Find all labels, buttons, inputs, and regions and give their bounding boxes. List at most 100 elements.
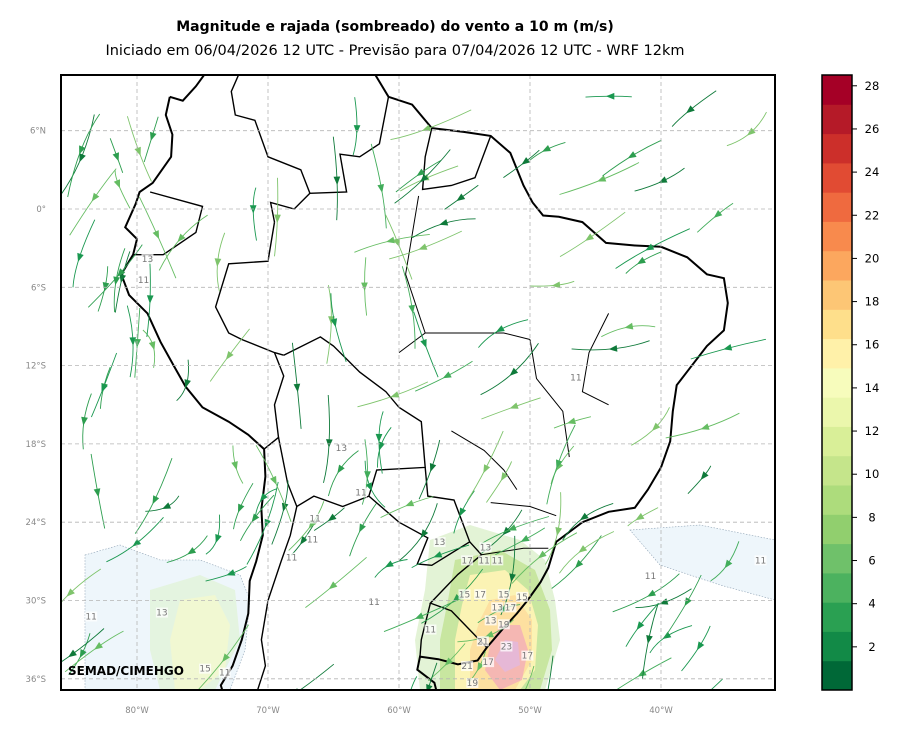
lon-tick-label: 60°W [387, 706, 411, 716]
colorbar-segment [822, 514, 852, 545]
streamline-arrow [442, 371, 452, 379]
streamline-arrow [259, 493, 268, 502]
lon-tick-label: 50°W [518, 706, 542, 716]
streamline-arrow [390, 391, 400, 398]
gust-label-bg [433, 537, 446, 548]
streamline-arrow [647, 589, 656, 597]
gust-label: 13 [142, 255, 153, 265]
gust-label-bg [491, 555, 504, 566]
streamline-arrow [747, 127, 756, 136]
streamline-arrow [225, 351, 234, 360]
streamline-arrow [148, 341, 156, 351]
streamline-arrow [416, 168, 426, 177]
lat-tick-label: 18°S [26, 440, 46, 450]
country-border [263, 352, 285, 450]
gust-label: 11 [219, 669, 230, 679]
gust-label-bg [644, 571, 657, 582]
gust-label-bg [309, 513, 322, 524]
streamline-arrow [652, 422, 661, 431]
streamline-arrow [518, 695, 525, 704]
gust-label: 17 [505, 603, 516, 613]
streamline-arrow [101, 383, 108, 393]
streamline-arrow [459, 507, 467, 517]
streamline-arrow [597, 175, 607, 182]
gust-label-bg [368, 597, 381, 608]
country-border [421, 127, 492, 191]
state-border [490, 502, 557, 517]
map-subtitle: Iniciado em 06/04/2026 12 UTC - Previsão… [105, 43, 685, 59]
streamline-arrow [420, 339, 427, 348]
streamline-arrow [132, 538, 142, 547]
lat-tick-label: 30°S [26, 597, 46, 607]
gust-label: 15 [516, 593, 527, 603]
streamline-arrow [556, 459, 563, 469]
streamline-arrow [184, 379, 191, 389]
streamline-arrow [214, 258, 222, 267]
colorbar-segment [822, 485, 852, 515]
colorbar-tick-label: 28 [865, 79, 880, 93]
gust-label: 13 [492, 603, 503, 613]
streamline-arrow [177, 233, 186, 243]
streamline-arrow [364, 471, 371, 480]
gust-label-bg [482, 657, 495, 668]
state-border [405, 195, 426, 334]
gust-label: 15 [459, 590, 470, 600]
streamline-arrow [91, 192, 100, 202]
colorbar-tick-label: 14 [865, 381, 880, 395]
colorbar-tick-label: 8 [868, 510, 875, 524]
streamline-arrow [377, 184, 384, 193]
streamline-arrow [274, 214, 281, 224]
streamline-arrow [270, 475, 277, 485]
streamline-arrow [579, 512, 589, 521]
streamline-arrow [361, 282, 368, 291]
streamline-arrow [418, 243, 428, 250]
colorbar-segment [822, 660, 852, 691]
colorbar-segment [822, 221, 852, 252]
streamline-arrow [456, 193, 466, 202]
gust-label: 13 [480, 543, 491, 553]
colorbar-tick-label: 16 [865, 338, 880, 352]
streamline [524, 665, 535, 690]
streamline-arrow [542, 145, 551, 152]
gust-label-bg [474, 589, 487, 600]
streamline-arrow [713, 210, 723, 218]
streamline-arrow [500, 472, 509, 481]
streamline-arrow [700, 423, 710, 430]
streamline-arrow [555, 527, 562, 536]
streamline [410, 676, 418, 690]
colorbar-segment [822, 426, 852, 457]
gust-label-bg [355, 487, 368, 498]
gust-label-bg [461, 661, 474, 672]
gust-label-bg [569, 372, 582, 383]
streamline-arrow [129, 337, 137, 346]
state-border [451, 430, 518, 490]
gust-label-bg [458, 589, 471, 600]
state-border [398, 332, 531, 354]
streamline-arrow [112, 152, 119, 162]
gust-label: 17 [474, 590, 485, 600]
coastline-borders [120, 75, 729, 690]
colorbar-segment [822, 75, 852, 105]
streamline-arrow [146, 295, 154, 304]
colorbar-segment [822, 572, 852, 603]
streamline-arrow [444, 657, 453, 666]
streamline-arrow [635, 512, 645, 521]
colorbar-segment [822, 309, 852, 340]
gust-label-bg [335, 443, 348, 454]
colorbar-segment [822, 338, 852, 369]
gust-label-bg [218, 667, 231, 678]
gust-label-bg [754, 555, 767, 566]
gust-label: 17 [522, 652, 533, 662]
streamline-arrow [439, 219, 449, 226]
colorbar-segment [822, 367, 852, 398]
streamline-arrow [684, 597, 692, 607]
gust-label-bg [476, 636, 489, 647]
colorbar-tick-label: 22 [865, 208, 880, 222]
gust-label-bg [137, 274, 150, 285]
streamline-arrow [537, 550, 547, 559]
streamline-arrow [688, 703, 697, 711]
streamline-arrow [429, 463, 437, 472]
gust-label: 11 [478, 556, 489, 566]
